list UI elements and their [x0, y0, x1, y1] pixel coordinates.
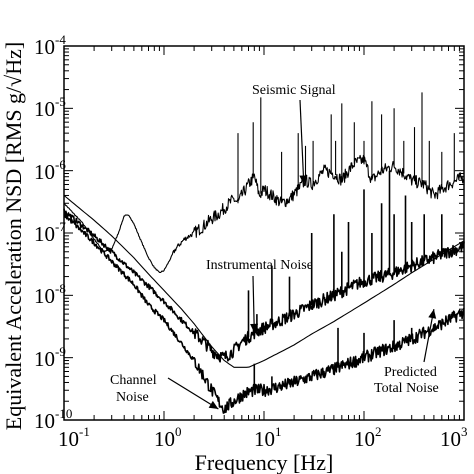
annotation-arrow-line: [252, 275, 255, 333]
y-tick-label: 10-5: [34, 94, 66, 121]
annotation-arrowhead: [428, 309, 437, 319]
x-axis-title: Frequency [Hz]: [195, 450, 334, 474]
y-tick-label: 10-8: [34, 281, 66, 308]
annotation-arrowhead: [299, 175, 308, 185]
annotation-predicted: Predicted: [384, 365, 437, 380]
x-tick-label: 100: [154, 424, 182, 451]
y-tick-label: 10-6: [34, 157, 66, 184]
x-tick-label: 103: [440, 424, 468, 451]
series-layer: [63, 92, 465, 414]
series-line-channel: [63, 212, 465, 414]
annotation-channel-noise-line1: Channel Noise: [110, 373, 157, 405]
annotation-arrowhead: [250, 323, 259, 333]
annotation-seismic-signal: Seismic Signal: [252, 83, 336, 98]
annotation-arrows: [167, 99, 437, 410]
y-tick-label: 10-4: [34, 32, 66, 59]
annotation-arrowhead: [208, 400, 219, 410]
plot-frame: [63, 45, 465, 421]
series-line-predicted: [63, 195, 465, 368]
x-tick-label: 101: [254, 424, 282, 451]
annotation-arrow-line: [167, 377, 219, 410]
x-tick-label: 10-1: [58, 424, 90, 451]
annotation-arrow-line: [299, 99, 305, 185]
annotation-instrumental-noise: Instrumental Noise: [206, 258, 313, 273]
tick-marks: [63, 45, 465, 421]
y-tick-label: 10-7: [34, 219, 66, 246]
series-line-instrumental: [63, 170, 465, 363]
annotation-total-noise: Total Noise: [374, 381, 439, 396]
series-line-seismic: [63, 92, 465, 274]
x-tick-label: 102: [354, 424, 382, 451]
y-tick-label: 10-10: [34, 406, 72, 433]
y-tick-label: 10-9: [34, 344, 66, 371]
y-axis-title: Equivalent Acceleration NSD [RMS g/√Hz]: [1, 42, 26, 430]
